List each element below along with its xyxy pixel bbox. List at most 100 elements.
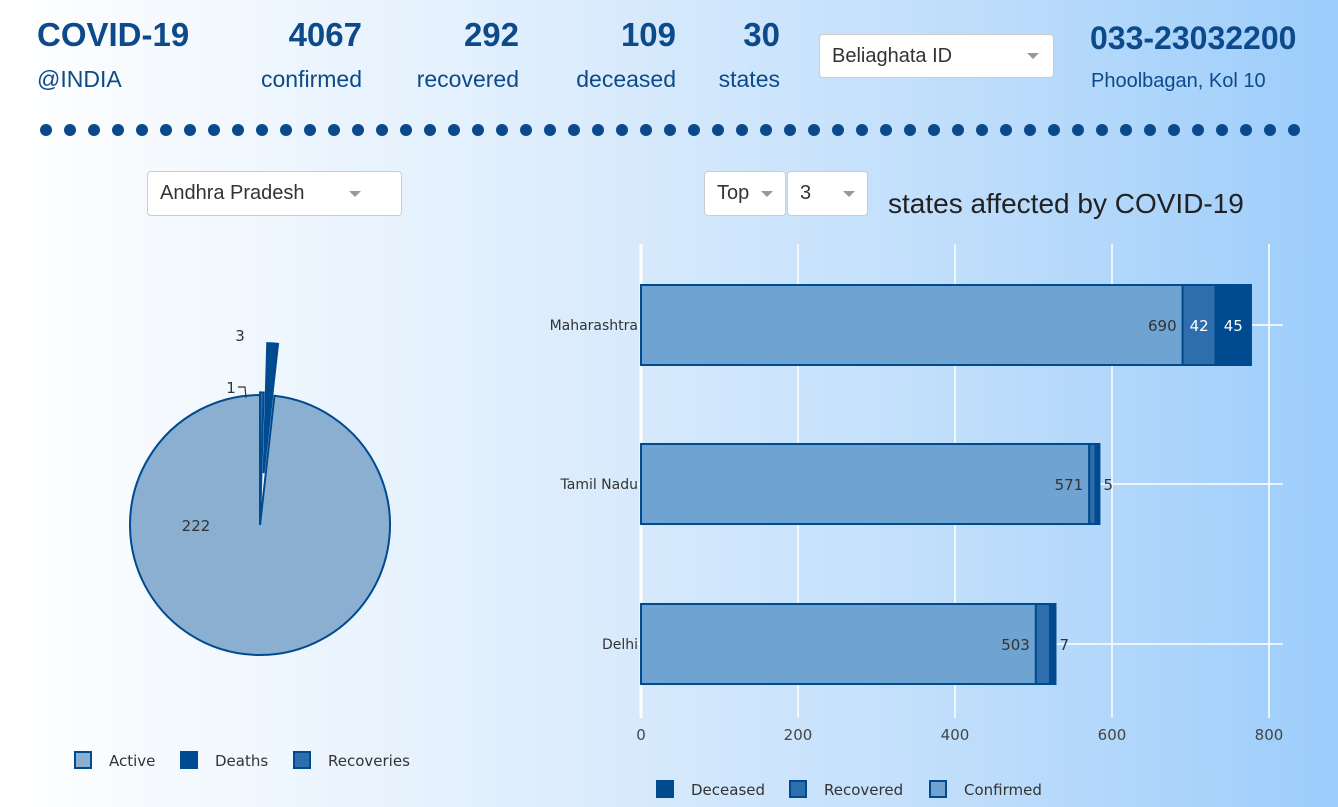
chevron-down-icon: [349, 190, 361, 197]
bar-deceased[interactable]: [1214, 284, 1252, 366]
divider-dot: [736, 124, 748, 136]
divider-dot: [1144, 124, 1156, 136]
divider-dot: [1072, 124, 1084, 136]
data-label-confirmed: 690: [1148, 317, 1177, 335]
divider-dot: [304, 124, 316, 136]
divider-dot: [520, 124, 532, 136]
divider-dot: [1168, 124, 1180, 136]
deceased-label: deceased: [576, 66, 676, 92]
chevron-down-icon: [1027, 53, 1039, 59]
divider-dot: [568, 124, 580, 136]
legend-swatch-active[interactable]: [74, 751, 92, 769]
divider-dot: [424, 124, 436, 136]
bar-confirmed[interactable]: [640, 443, 1091, 525]
divider-dot: [880, 124, 892, 136]
divider-dot: [232, 124, 244, 136]
rank-dropdown-value: Top: [717, 182, 750, 204]
legend-swatch-deaths[interactable]: [180, 751, 198, 769]
divider-dot: [40, 124, 52, 136]
divider-dot: [184, 124, 196, 136]
states-label: states: [718, 66, 780, 92]
divider-dot: [952, 124, 964, 136]
legend-label-deaths[interactable]: Deaths: [215, 752, 268, 770]
state-dropdown[interactable]: Andhra Pradesh: [147, 171, 402, 216]
divider-dot: [160, 124, 172, 136]
divider-dot: [1000, 124, 1012, 136]
location-dropdown[interactable]: Beliaghata ID: [819, 34, 1054, 78]
divider-dot: [1096, 124, 1108, 136]
divider-dot: [136, 124, 148, 136]
brand-title: COVID-19: [37, 16, 190, 53]
divider-dot: [784, 124, 796, 136]
divider-dot: [1288, 124, 1300, 136]
data-label-deceased: 7: [1059, 636, 1069, 654]
divider-dot: [904, 124, 916, 136]
legend-label-recoveries[interactable]: Recoveries: [328, 752, 410, 770]
recovered-label: recovered: [416, 66, 519, 92]
divider-dot: [472, 124, 484, 136]
divider-dot: [88, 124, 100, 136]
legend-swatch-recovered[interactable]: [789, 780, 807, 798]
x-tick-label: 600: [1098, 726, 1127, 744]
divider-dot: [1048, 124, 1060, 136]
pie-label-deaths: 3: [235, 327, 245, 345]
divider-dot: [664, 124, 676, 136]
x-tick-label: 400: [941, 726, 970, 744]
pie-label-active: 222: [182, 517, 211, 535]
bar-confirmed[interactable]: [640, 603, 1037, 685]
legend-label-recovered[interactable]: Recovered: [824, 781, 903, 799]
divider-dot: [328, 124, 340, 136]
category-label: Maharashtra: [550, 318, 638, 334]
state-dropdown-value: Andhra Pradesh: [160, 182, 305, 204]
bar-recovered[interactable]: [1181, 284, 1217, 366]
legend-label-deceased[interactable]: Deceased: [691, 781, 765, 799]
deceased-count: 109: [620, 16, 676, 53]
pie-slice-active[interactable]: [129, 393, 391, 656]
category-label: Delhi: [602, 637, 638, 653]
legend-swatch-confirmed[interactable]: [929, 780, 947, 798]
recovered-count: 292: [463, 16, 519, 53]
data-label-confirmed: 503: [1001, 636, 1030, 654]
helpline-phone: 033-23032200: [1090, 20, 1297, 56]
divider-dot: [808, 124, 820, 136]
states-count: 30: [743, 16, 780, 53]
bar-chart-title: states affected by COVID-19: [888, 188, 1244, 219]
bar-recovered[interactable]: [1034, 603, 1051, 685]
divider-dot: [208, 124, 220, 136]
legend-label-active[interactable]: Active: [109, 752, 155, 770]
divider-dot: [112, 124, 124, 136]
chevron-down-icon: [843, 190, 855, 197]
legend-swatch-deceased[interactable]: [656, 780, 674, 798]
count-dropdown[interactable]: 3: [787, 171, 868, 216]
bar-chart: 0 200 400 600 800 Maharashtra 690 42 45 Tamil Nad…: [550, 244, 1284, 799]
bar-deceased[interactable]: [1048, 603, 1057, 685]
bar-confirmed[interactable]: [640, 284, 1184, 366]
divider-dot: [256, 124, 268, 136]
divider-dot: [832, 124, 844, 136]
divider-dot: [616, 124, 628, 136]
divider-dot: [640, 124, 652, 136]
divider-dot: [352, 124, 364, 136]
divider-dot: [856, 124, 868, 136]
divider-dot: [1192, 124, 1204, 136]
divider-dot: [280, 124, 292, 136]
confirmed-count: 4067: [288, 16, 362, 53]
dotted-divider: [40, 124, 1300, 138]
legend-label-confirmed[interactable]: Confirmed: [964, 781, 1042, 799]
divider-dot: [712, 124, 724, 136]
pie-slice-recoveries[interactable]: [259, 391, 265, 523]
divider-dot: [448, 124, 460, 136]
pie-chart: 222 3 1 Active Deaths Recoveries: [74, 327, 410, 770]
chevron-down-icon: [761, 190, 773, 197]
divider-dot: [496, 124, 508, 136]
bar-deceased[interactable]: [1094, 443, 1101, 525]
data-label-deceased: 5: [1103, 476, 1113, 494]
rank-dropdown[interactable]: Top: [704, 171, 786, 216]
divider-dot: [64, 124, 76, 136]
x-tick-label: 800: [1255, 726, 1284, 744]
pie-slice-deaths[interactable]: [262, 342, 280, 474]
divider-dot: [928, 124, 940, 136]
x-tick-label: 0: [636, 726, 646, 744]
legend-swatch-recoveries[interactable]: [293, 751, 311, 769]
count-dropdown-value: 3: [800, 182, 812, 204]
